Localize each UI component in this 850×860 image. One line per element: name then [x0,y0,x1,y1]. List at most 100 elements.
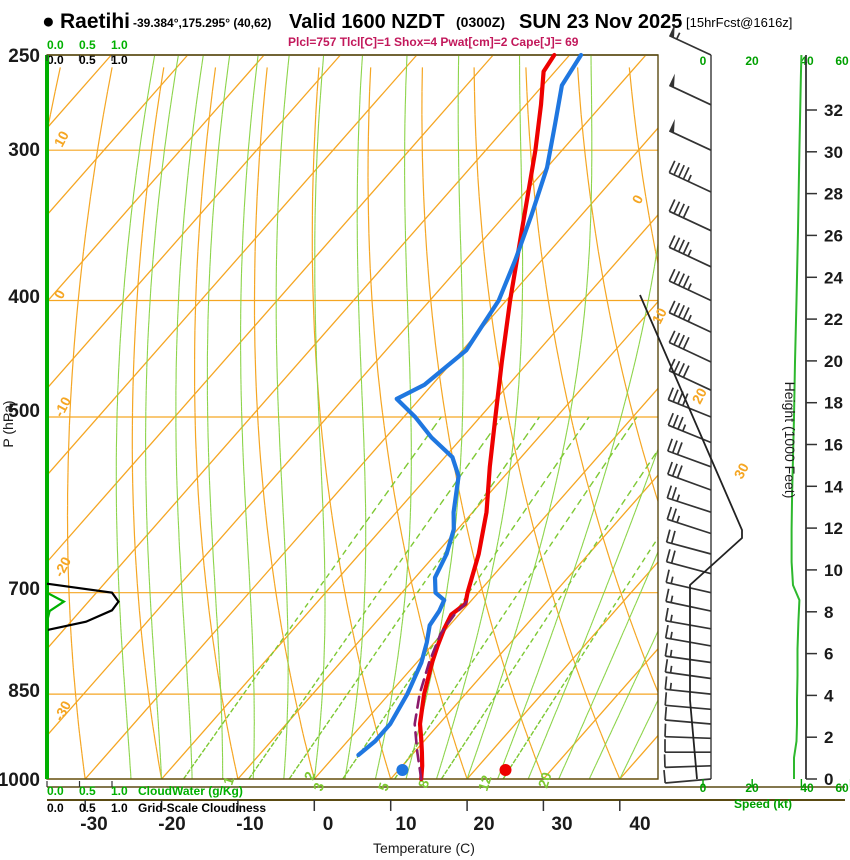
dry-adiabat-20 [442,704,446,713]
wind-barb[interactable] [668,235,712,268]
moist-adiabat-4 [360,75,362,86]
moist-adiabat-16 [509,461,512,467]
stability-indices: Plcl=757 Tlcl[C]=1 Shox=4 Pwat[cm]=2 Cap… [288,35,579,49]
barb-full-feather [677,203,685,217]
profile-dewpoint[interactable] [356,52,584,758]
dry-adiabat-30 [465,525,470,537]
moist-adiabat-20 [532,569,535,574]
wind-barb[interactable] [666,461,712,491]
wind-barb[interactable] [668,330,712,363]
wind-barb[interactable] [664,659,712,680]
sounding-profiles[interactable] [356,52,584,782]
moist-adiabat-28 [533,762,536,767]
wind-barb-column[interactable] [639,23,743,784]
wind-barb[interactable] [668,160,712,193]
dry-adiabat-50 [632,627,637,636]
mixing-ratio-5 [391,699,397,707]
wind-barb[interactable] [665,529,712,555]
wind-barb[interactable] [668,119,712,151]
dry-adiabat--10 [195,268,198,285]
wind-barb[interactable] [668,73,712,106]
speed-scale-bottom: 0 20 40 60 Speed (kt) [700,781,849,811]
mixing-ratio-2 [255,762,261,769]
dry-adiabat-20 [370,284,373,301]
wind-barb[interactable] [664,739,711,754]
wind-barb[interactable] [664,624,712,647]
dry-adiabat-20 [449,726,453,734]
marker-surface-temperature[interactable] [499,764,512,776]
moist-adiabat-32 [578,729,582,733]
dry-adiabat-60 [592,215,597,234]
dry-adiabat--10 [200,535,203,546]
moist-adiabat-24 [619,416,622,423]
dry-adiabat-0 [274,583,277,593]
barb-full-feather [671,440,678,454]
wind-barb[interactable] [664,607,712,630]
moist-adiabat-24 [642,319,645,327]
moist-adiabat-24 [508,746,511,750]
wind-barb[interactable] [668,199,712,232]
wind-barb[interactable] [664,676,712,695]
moist-adiabat-28 [596,607,599,612]
profile-temperature[interactable] [417,52,557,782]
wind-barb[interactable] [668,268,712,302]
pressure-tick-850: 850 [8,681,40,702]
moist-adiabat-20 [498,681,501,685]
wind-barb[interactable] [663,754,712,769]
mixing-ratio-2 [278,729,284,736]
wind-barb[interactable] [667,438,712,468]
dry-adiabat-70 [633,114,638,137]
moist-adiabat-36 [626,693,630,698]
moist-adiabat-16 [498,533,501,538]
moist-adiabat--12 [215,167,218,176]
cloudwater-top-tick-0: 0.0 [47,38,64,52]
barb-full-feather [668,199,676,212]
mixing-ratio-3 [504,456,512,468]
dry-adiabat-20 [372,315,375,331]
profile-parcel[interactable] [413,595,471,781]
wind-barb[interactable] [665,588,712,612]
wind-barb[interactable] [668,358,712,391]
moist-adiabat-32 [589,706,592,710]
moist-adiabat-32 [565,760,568,764]
moist-adiabat-20 [517,621,520,626]
moist-adiabat-28 [536,754,539,758]
dry-adiabat-20 [457,753,462,761]
dry-adiabat--20 [133,535,136,546]
dry-adiabat-30 [528,739,532,747]
moist-adiabat-32 [654,553,658,559]
mixing-ratio-20 [526,735,532,742]
wind-barb[interactable] [667,412,712,444]
moist-adiabat-24 [597,489,601,495]
dry-adiabat--20 [140,233,143,252]
mixing-ratio-2 [352,621,359,630]
moist-adiabat-36 [653,635,657,640]
moist-adiabat-24 [512,735,515,739]
wind-barb[interactable] [665,569,712,594]
mixing-ratio-1 [320,577,327,586]
wind-barb[interactable] [664,643,712,664]
wind-barb[interactable] [664,723,712,740]
wind-barb[interactable] [664,692,712,711]
wind-barb[interactable] [666,506,712,535]
mixing-ratio-1 [234,699,240,707]
wind-speed-height-curve [790,54,803,779]
moist-adiabat-20 [547,512,550,517]
marker-surface-dewpoint[interactable] [396,764,409,776]
dry-adiabat-0 [254,233,257,252]
dry-adiabat-40 [476,157,479,178]
moist-adiabat-36 [622,703,625,707]
wind-barb[interactable] [666,485,712,514]
wind-barb[interactable] [664,706,712,725]
barb-half-feather [687,249,692,257]
mixing-ratio-20 [545,705,551,713]
wind-barb[interactable] [668,23,712,56]
mixing-ratio-1 [190,762,196,769]
moist-adiabat-28 [639,494,643,500]
valid-time-utc: (0300Z) [456,14,505,30]
barb-shaft [668,34,712,56]
wind-barb[interactable] [668,300,712,333]
moist-adiabat-16 [504,498,507,504]
mixing-ratio-1 [209,735,215,742]
